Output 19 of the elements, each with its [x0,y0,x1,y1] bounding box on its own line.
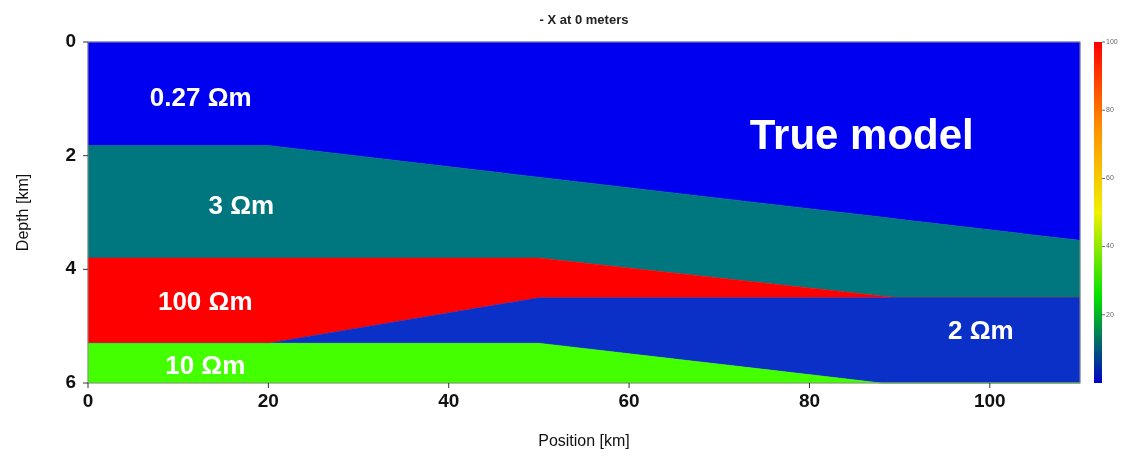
series-label: 0.27 Ωm [149,81,252,112]
annotation: True model [749,110,974,158]
series-label: 3 Ωm [208,189,275,220]
chart-title: - X at 0 meters [539,12,629,27]
x-tick-label: 20 [257,390,279,411]
y-axis-title: Depth [km] [14,173,31,252]
y-tick-label: 0 [65,30,76,52]
series-label: 2 Ωm [947,314,1014,345]
x-tick-label: 80 [798,390,821,411]
y-tick-label: 2 [65,143,76,165]
series-label: 100 Ωm [157,286,253,317]
series-label: 10 Ωm [165,349,246,380]
x-axis-title: Position [km] [538,432,630,449]
x-tick-label: 40 [438,390,460,411]
x-tick-label: 0 [82,390,94,411]
x-tick-label: 60 [618,390,640,411]
y-tick-label: 4 [65,257,77,279]
y-tick-label: 6 [65,371,76,393]
x-tick-label: 100 [973,390,1006,411]
